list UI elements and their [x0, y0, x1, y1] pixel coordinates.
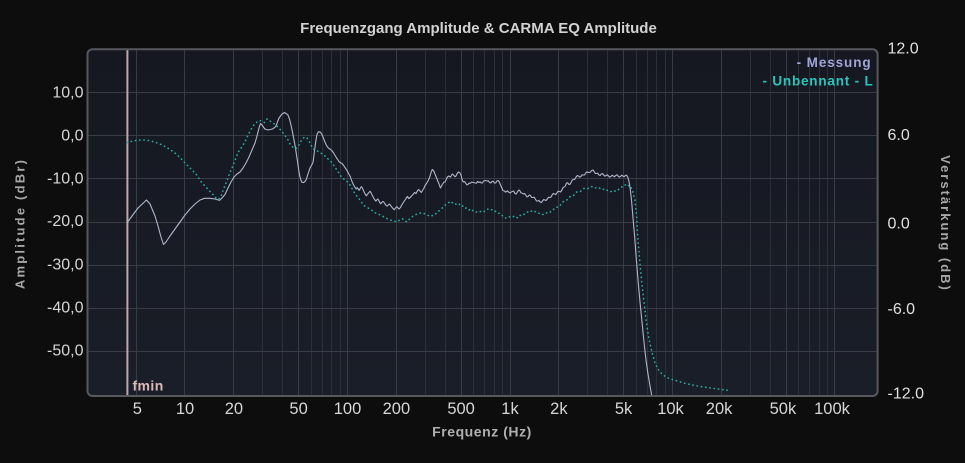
svg-text:100k: 100k — [814, 400, 851, 418]
svg-text:0,0: 0,0 — [61, 128, 83, 145]
svg-text:Verstärkung (dB): Verstärkung (dB) — [938, 155, 953, 292]
svg-text:50: 50 — [289, 400, 307, 418]
svg-text:5: 5 — [133, 400, 142, 418]
svg-text:50k: 50k — [770, 400, 797, 418]
svg-text:200: 200 — [383, 400, 411, 418]
svg-text:10: 10 — [176, 400, 194, 418]
svg-text:- Messung: - Messung — [797, 55, 872, 70]
svg-text:-50,0: -50,0 — [47, 343, 84, 360]
svg-text:2k: 2k — [550, 400, 568, 418]
svg-text:Frequenzgang Amplitude & CARMA: Frequenzgang Amplitude & CARMA EQ Amplit… — [300, 20, 657, 37]
svg-text:-6.0: -6.0 — [888, 301, 916, 318]
svg-text:100: 100 — [334, 400, 362, 418]
svg-text:-40,0: -40,0 — [47, 300, 84, 317]
svg-text:500: 500 — [447, 400, 475, 418]
svg-text:5k: 5k — [615, 400, 633, 418]
svg-text:Frequenz (Hz): Frequenz (Hz) — [432, 424, 532, 440]
svg-text:-12.0: -12.0 — [888, 385, 925, 402]
svg-text:6.0: 6.0 — [888, 127, 910, 144]
svg-text:12.0: 12.0 — [888, 40, 919, 57]
svg-text:20: 20 — [225, 400, 243, 418]
svg-text:0.0: 0.0 — [888, 215, 910, 232]
svg-text:10k: 10k — [657, 400, 684, 418]
svg-text:-10,0: -10,0 — [47, 170, 84, 187]
svg-text:fmin: fmin — [133, 378, 164, 394]
svg-text:Amplitude (dBr): Amplitude (dBr) — [13, 158, 28, 289]
svg-text:- Unbennant - L: - Unbennant - L — [763, 74, 874, 89]
svg-text:-30,0: -30,0 — [47, 257, 84, 274]
svg-text:1k: 1k — [501, 400, 519, 418]
svg-text:10,0: 10,0 — [52, 85, 83, 102]
svg-text:-20,0: -20,0 — [47, 213, 84, 230]
svg-text:20k: 20k — [706, 400, 733, 418]
